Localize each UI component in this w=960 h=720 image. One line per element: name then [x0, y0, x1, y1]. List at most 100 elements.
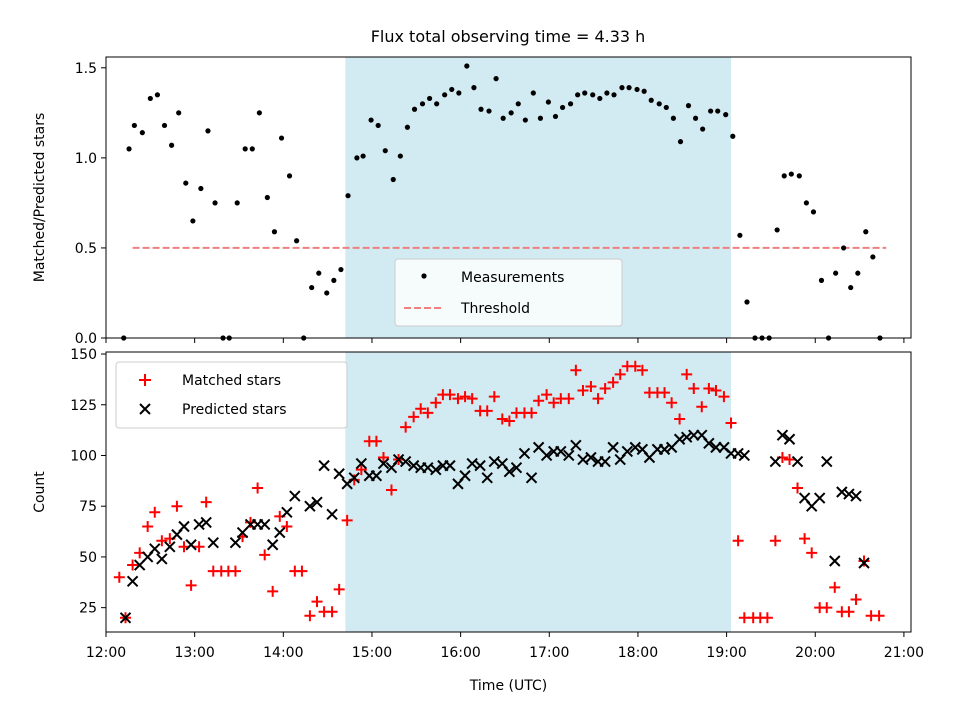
matched-star-point: [259, 549, 271, 561]
predicted-star-point: [392, 453, 405, 466]
predicted-star-point: [149, 543, 161, 555]
measurement-point: [545, 99, 551, 105]
predicted-star-point: [407, 459, 420, 472]
measurement-point: [442, 92, 448, 98]
measurement-point: [434, 101, 440, 107]
measurement-point: [375, 122, 381, 129]
predicted-star-point: [776, 429, 789, 441]
measurement-point: [345, 193, 351, 199]
matched-star-point: [444, 389, 456, 401]
predicted-star-point: [673, 433, 686, 445]
matched-star-point: [850, 594, 862, 606]
predicted-star-point: [193, 518, 205, 531]
matched-star-point: [732, 535, 744, 547]
measurement-point: [234, 200, 240, 206]
matched-star-point: [193, 541, 205, 553]
matched-star-point: [113, 571, 125, 583]
matched-star-point: [843, 606, 855, 618]
matched-star-point: [400, 421, 412, 433]
measurement-point: [677, 139, 684, 145]
predicted-star-point: [289, 490, 301, 502]
predicted-star-point: [326, 508, 338, 521]
measurement-point: [500, 115, 506, 121]
figure-title: Flux total observing time = 4.33 h: [371, 27, 646, 46]
measurement-point: [309, 284, 315, 291]
predicted-star-point: [481, 472, 493, 484]
measurement-point: [634, 86, 640, 93]
matched-star-point: [725, 417, 737, 429]
measurement-point: [426, 95, 433, 102]
measurement-point: [419, 101, 426, 107]
predicted-star-point: [348, 472, 360, 484]
matched-star-point: [503, 415, 515, 427]
measurement-point: [338, 266, 344, 273]
matched-star-point: [570, 364, 582, 376]
predicted-star-point: [355, 457, 368, 470]
x-tick-label: 14:00: [263, 645, 303, 661]
measurement-point: [478, 106, 484, 112]
predicted-star-point: [821, 455, 833, 468]
measurement-point: [604, 90, 610, 96]
matched-star-point: [577, 385, 589, 397]
measurement-point: [147, 95, 153, 102]
legend-label: Threshold: [460, 301, 530, 317]
axes-frame: [105, 351, 912, 633]
measurement-point: [818, 277, 825, 283]
matched-star-point: [761, 612, 773, 624]
predicted-star-point: [850, 490, 862, 502]
predicted-star-point: [503, 466, 516, 478]
measurement-point: [648, 97, 654, 103]
measurement-point: [796, 173, 802, 179]
legend-marker-plus: [139, 374, 151, 386]
measurement-point: [176, 110, 182, 116]
measurement-point: [737, 232, 743, 238]
matched-star-point: [666, 397, 678, 409]
matched-star-point: [599, 383, 611, 395]
x-tick-label: 17:00: [529, 645, 569, 661]
y-tick-label: 50: [79, 550, 97, 566]
measurement-point: [774, 227, 780, 233]
predicted-star-point: [377, 457, 390, 470]
matched-star-point: [659, 387, 671, 399]
measurement-point: [508, 110, 514, 116]
measurement-point: [449, 86, 455, 93]
measurement-point: [360, 153, 366, 159]
predicted-star-point: [540, 449, 553, 462]
predicted-star-point: [510, 461, 523, 474]
matched-star-point: [496, 413, 508, 425]
y-tick-label: 100: [70, 448, 97, 464]
matched-star-point: [326, 606, 338, 618]
measurement-point: [382, 148, 388, 154]
measurement-point: [619, 85, 625, 91]
measurement-point: [139, 130, 145, 136]
predicted-star-point: [178, 520, 190, 533]
legend-label: Measurements: [461, 270, 564, 286]
measurement-point: [781, 173, 787, 179]
predicted-star-point: [585, 451, 597, 464]
matched-star-point: [296, 565, 308, 577]
measurement-point: [626, 85, 632, 91]
measurement-point: [464, 63, 470, 69]
measurement-point: [715, 108, 721, 114]
predicted-star-point: [430, 463, 442, 476]
predicted-star-point: [207, 537, 219, 549]
measurement-point: [368, 117, 374, 123]
predicted-star-point: [318, 459, 330, 472]
measurement-point: [242, 146, 248, 152]
y-tick-label: 150: [70, 347, 97, 363]
matched-star-point: [452, 393, 464, 405]
matched-star-point: [422, 407, 434, 419]
predicted-star-point: [266, 539, 279, 551]
matched-star-point: [229, 565, 241, 577]
measurement-point: [567, 101, 574, 107]
predicted-star-point: [858, 557, 870, 569]
measurement-point: [863, 229, 869, 235]
predicted-star-point: [200, 516, 212, 529]
count-panel: 25 50 75 100 125 150 12:00 13:00 14:00 15:00 16:00…: [32, 347, 924, 694]
predicted-star-point: [281, 506, 293, 518]
x-tick-label: 21:00: [884, 645, 924, 661]
measurement-point: [641, 88, 647, 94]
matched-star-point: [267, 585, 279, 597]
legend-label: Matched stars: [182, 373, 281, 389]
x-tick-label: 12:00: [86, 645, 126, 661]
